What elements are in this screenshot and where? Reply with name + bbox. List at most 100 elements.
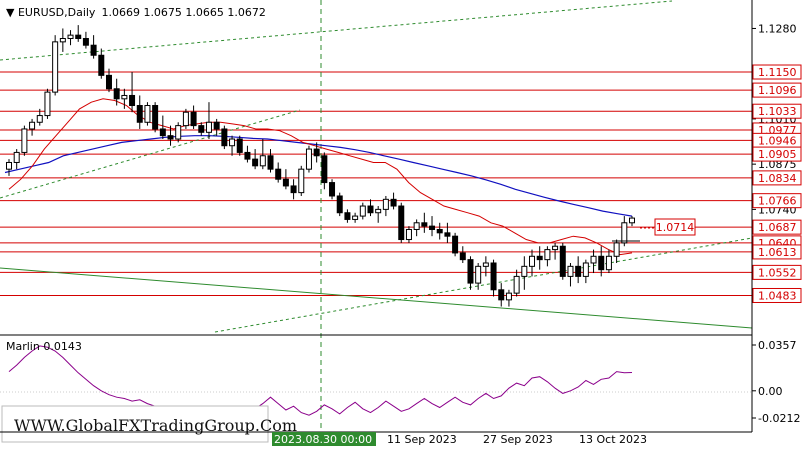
candle-43 <box>336 192 343 217</box>
candle-47 <box>367 199 374 217</box>
candle-55 <box>429 216 436 237</box>
candle-57 <box>444 222 451 243</box>
candle-58 <box>452 232 459 257</box>
level-label-11: 1.0552 <box>758 266 797 279</box>
indicator-name: Marlin <box>6 340 40 353</box>
candle-60 <box>467 256 474 290</box>
level-label-2: 1.1033 <box>758 105 797 118</box>
indicator-value: 0.0143 <box>43 340 82 353</box>
watermark-box <box>1 405 269 443</box>
candle-4 <box>36 108 43 126</box>
time-axis-label-1: 11 Sep 2023 <box>387 433 457 446</box>
candle-28 <box>221 125 228 150</box>
candle-29 <box>229 135 236 156</box>
candle-19 <box>152 102 159 133</box>
candle-72 <box>559 242 566 280</box>
candle-77 <box>598 246 605 277</box>
osc-axis-label-2: -0.0212 <box>758 412 800 425</box>
candle-53 <box>413 219 420 237</box>
candle-66 <box>513 269 520 297</box>
candle-26 <box>205 102 212 140</box>
candle-46 <box>359 202 366 220</box>
candle-35 <box>275 162 282 183</box>
time-axis: 2023.08.30 00:00 11 Sep 2023 27 Sep 2023 13… <box>272 432 647 446</box>
candle-81 <box>629 216 635 227</box>
candle-6 <box>52 35 59 96</box>
candle-38 <box>298 165 305 196</box>
candle-14 <box>113 78 120 106</box>
candle-0 <box>6 159 12 176</box>
green-channel-upper <box>0 0 673 61</box>
chart-header: ▼ EURUSD,Daily 1.0669 1.0675 1.0665 1.067… <box>6 6 266 19</box>
level-tag-11 <box>752 264 802 280</box>
candle-73 <box>567 262 574 287</box>
slow-moving-average <box>4 135 633 217</box>
green-channel-mid <box>0 109 301 199</box>
level-label-0: 1.1150 <box>758 66 797 79</box>
candle-67 <box>521 256 528 290</box>
candle-17 <box>136 95 143 129</box>
osc-axis-label-0: 0.0357 <box>758 339 797 352</box>
candle-24 <box>190 105 197 129</box>
candle-71 <box>552 242 559 260</box>
candle-50 <box>390 192 397 210</box>
candle-16 <box>129 72 136 113</box>
fast-moving-average <box>8 98 633 256</box>
candle-54 <box>421 212 428 233</box>
candle-78 <box>605 249 612 274</box>
price-axis: 1.12801.10101.08751.07401.11501.10961.10… <box>752 22 802 303</box>
level-tag-1 <box>752 82 802 98</box>
candle-11 <box>90 35 97 59</box>
candle-21 <box>167 125 174 146</box>
collapse-triangle-icon: ▼ <box>6 6 18 19</box>
candle-68 <box>529 249 536 277</box>
candle-27 <box>213 118 220 136</box>
candle-25 <box>198 122 205 136</box>
candlesticks <box>6 25 635 307</box>
candle-20 <box>159 115 166 140</box>
candle-23 <box>182 108 189 129</box>
candle-44 <box>344 209 351 223</box>
candle-59 <box>459 246 466 263</box>
candle-41 <box>321 152 328 190</box>
oscillator-pane: Marlin 0.0143 <box>0 340 752 419</box>
level-label-8: 1.0687 <box>758 221 797 234</box>
candle-34 <box>267 149 274 173</box>
candle-10 <box>82 31 89 49</box>
candle-62 <box>482 256 489 277</box>
candle-37 <box>290 179 297 200</box>
candle-40 <box>313 142 320 163</box>
candle-48 <box>375 206 382 223</box>
candle-52 <box>405 226 412 243</box>
level-label-7: 1.0766 <box>758 195 797 208</box>
level-label-1: 1.1096 <box>758 84 797 97</box>
time-axis-label-0: 2023.08.30 00:00 <box>274 433 372 446</box>
candle-7 <box>59 28 66 52</box>
candle-13 <box>105 68 112 93</box>
candle-3 <box>29 118 36 136</box>
level-tag-2 <box>752 103 802 119</box>
level-label-5: 1.0905 <box>758 148 797 161</box>
candle-64 <box>498 283 505 307</box>
candle-39 <box>305 145 312 173</box>
candle-9 <box>75 25 82 42</box>
candle-76 <box>590 249 597 274</box>
candle-79 <box>613 239 620 263</box>
candle-70 <box>544 246 551 267</box>
candle-61 <box>475 262 482 290</box>
price-callout-box <box>654 218 696 236</box>
level-tag-6 <box>752 170 802 186</box>
candle-8 <box>67 30 74 46</box>
candle-1 <box>13 149 20 170</box>
price-axis-label-0: 1.1280 <box>758 22 797 35</box>
candle-65 <box>505 289 512 307</box>
candle-33 <box>259 139 266 170</box>
candle-18 <box>144 102 151 126</box>
level-tag-12 <box>752 287 802 303</box>
marlin-oscillator-line <box>8 345 633 419</box>
candle-49 <box>382 195 389 217</box>
level-tag-0 <box>752 64 802 80</box>
price-pane: 1.0714 ▼ EURUSD,Daily 1.0669 1.0675 1.066… <box>0 0 753 432</box>
price-callout-text: 1.0714 <box>656 221 695 234</box>
